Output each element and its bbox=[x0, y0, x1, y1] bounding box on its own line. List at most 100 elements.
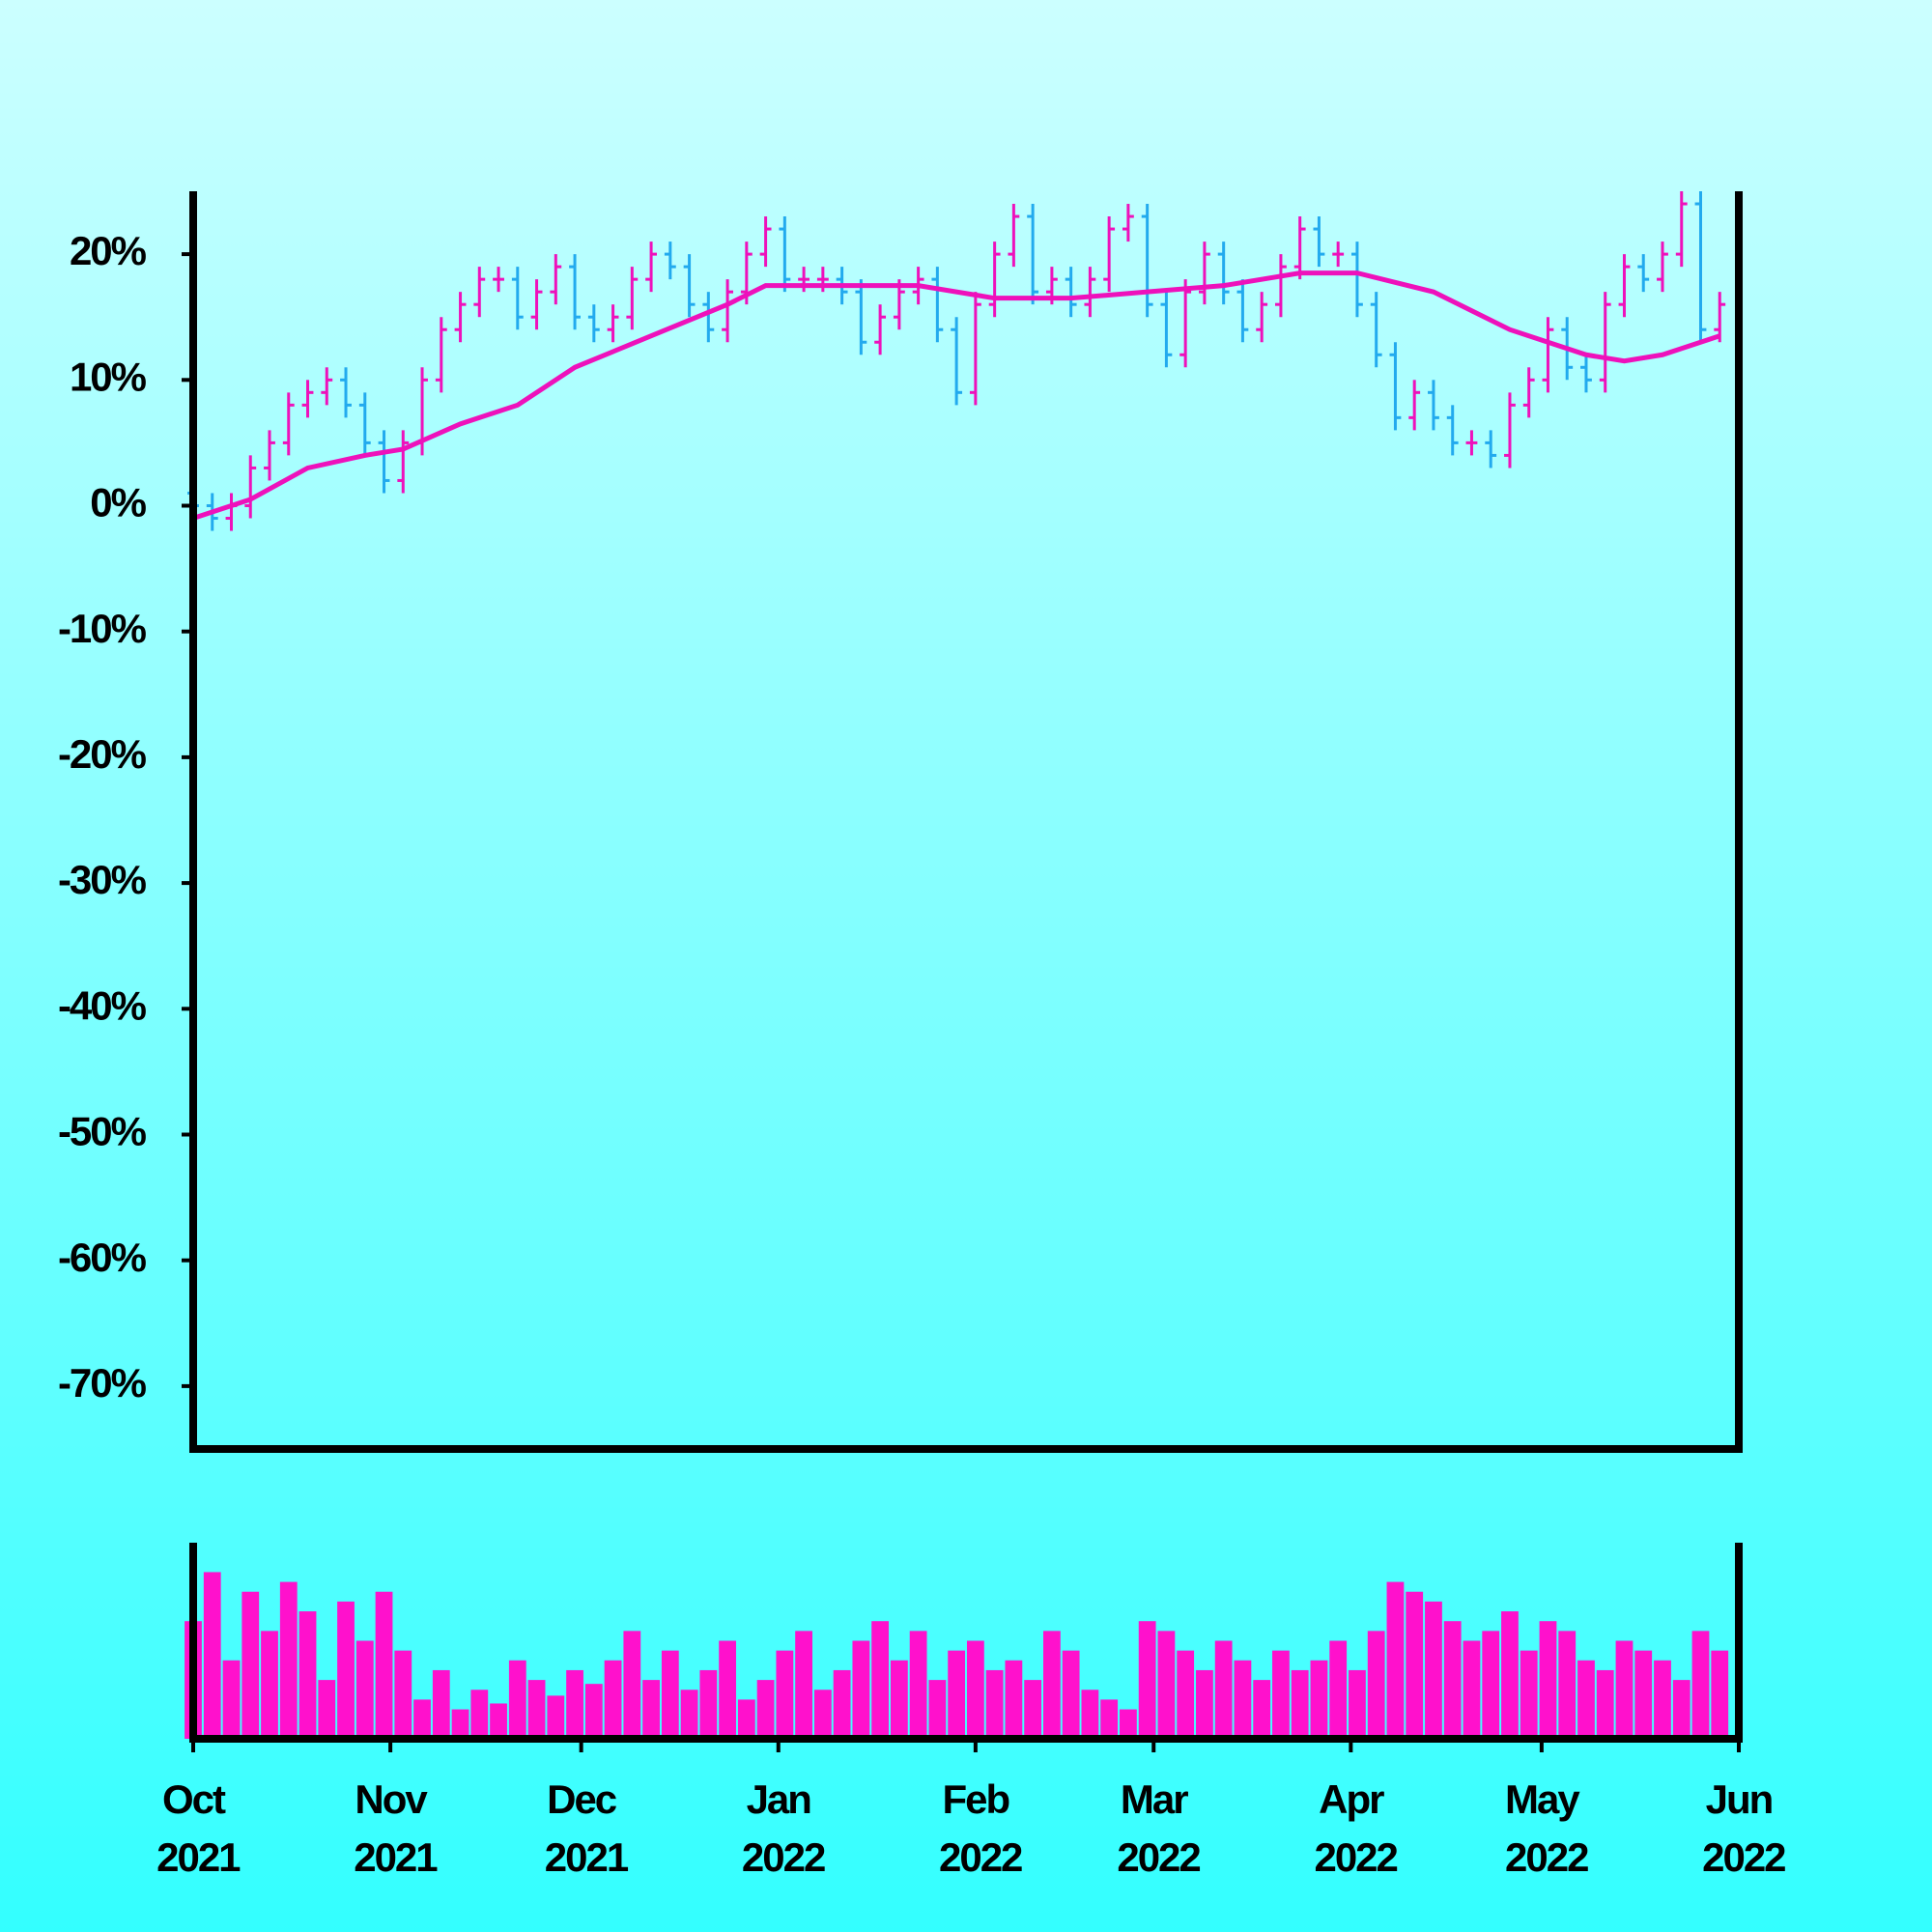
volume-bar bbox=[527, 1680, 546, 1739]
volume-bar bbox=[1310, 1660, 1328, 1739]
volume-bar bbox=[355, 1640, 374, 1739]
x-tick-label-line: Apr bbox=[1319, 1776, 1384, 1822]
volume-bar bbox=[719, 1640, 736, 1739]
volume-bar bbox=[642, 1680, 660, 1739]
y-tick-label: -50% bbox=[58, 1109, 147, 1154]
x-tick-label-line: 2021 bbox=[147, 1834, 241, 1880]
volume-bar bbox=[1654, 1660, 1671, 1739]
y-tick-label: 20% bbox=[70, 228, 147, 273]
x-tick-label-line: Jun bbox=[1706, 1776, 1773, 1822]
y-tick-label: 0% bbox=[90, 480, 146, 526]
volume-bar bbox=[928, 1680, 947, 1739]
volume-bar bbox=[1672, 1680, 1690, 1739]
volume-bar bbox=[1329, 1640, 1348, 1739]
y-tick-label: -60% bbox=[58, 1235, 147, 1280]
volume-bar bbox=[833, 1669, 851, 1739]
volume-bar bbox=[1157, 1631, 1176, 1739]
volume-bar bbox=[852, 1640, 870, 1739]
volume-bar bbox=[661, 1650, 679, 1739]
x-tick-label-line: May bbox=[1505, 1776, 1580, 1822]
volume-bar bbox=[413, 1699, 431, 1739]
volume-bar bbox=[985, 1669, 1004, 1739]
volume-bar bbox=[1081, 1690, 1099, 1739]
volume-bar bbox=[1196, 1669, 1213, 1739]
volume-bar bbox=[1234, 1660, 1252, 1739]
volume-bar bbox=[699, 1669, 718, 1739]
volume-bar bbox=[1367, 1631, 1385, 1739]
volume-bar bbox=[680, 1690, 698, 1739]
volume-bar bbox=[1634, 1650, 1653, 1739]
volume-bar bbox=[1214, 1640, 1233, 1739]
volume-bar bbox=[1501, 1611, 1519, 1739]
x-tick-label-line: 2022 bbox=[732, 1834, 825, 1880]
volume-bar bbox=[1596, 1669, 1614, 1739]
x-tick-label: Jan 2022 bbox=[732, 1776, 825, 1880]
x-tick-label: May 2022 bbox=[1495, 1776, 1588, 1880]
y-tick-label: 10% bbox=[70, 354, 147, 399]
volume-bar bbox=[1443, 1621, 1462, 1739]
volume-bar bbox=[508, 1660, 526, 1739]
x-tick-label-line: 2021 bbox=[345, 1834, 439, 1880]
x-tick-label-line: 2022 bbox=[1692, 1834, 1785, 1880]
volume-bar bbox=[813, 1690, 832, 1739]
volume-bar bbox=[737, 1699, 755, 1739]
volume-bar bbox=[490, 1703, 507, 1739]
volume-bar bbox=[318, 1680, 336, 1739]
volume-bar bbox=[1463, 1640, 1481, 1739]
volume-bar bbox=[948, 1650, 966, 1739]
y-tick-label: -20% bbox=[58, 731, 147, 777]
volume-bar bbox=[1100, 1699, 1119, 1739]
volume-bar bbox=[1291, 1669, 1309, 1739]
volume-bar bbox=[566, 1669, 583, 1739]
y-tick-label: -40% bbox=[58, 982, 147, 1028]
volume-bar bbox=[547, 1695, 565, 1739]
volume-bar bbox=[432, 1669, 450, 1739]
x-tick-label: Feb 2022 bbox=[929, 1776, 1022, 1880]
y-tick-label: -70% bbox=[58, 1360, 147, 1406]
y-tick-label: -30% bbox=[58, 857, 147, 902]
volume-bar bbox=[1043, 1631, 1061, 1739]
volume-bar bbox=[394, 1650, 412, 1739]
x-tick-label: Apr 2022 bbox=[1305, 1776, 1398, 1880]
volume-bar bbox=[337, 1601, 355, 1739]
volume-bar bbox=[1062, 1650, 1080, 1739]
volume-bar bbox=[375, 1591, 393, 1739]
y-tick-label: -10% bbox=[58, 606, 147, 651]
volume-bar bbox=[604, 1660, 622, 1739]
volume-bar bbox=[1024, 1680, 1042, 1739]
x-tick-label-line: Feb bbox=[943, 1776, 1009, 1822]
volume-bar bbox=[1482, 1631, 1500, 1739]
x-tick-label: Mar 2022 bbox=[1108, 1776, 1201, 1880]
volume-bar bbox=[298, 1611, 317, 1739]
x-tick-label-line: 2022 bbox=[1495, 1834, 1588, 1880]
volume-bar bbox=[1349, 1669, 1366, 1739]
volume-bar bbox=[795, 1631, 812, 1739]
x-tick-label-line: 2022 bbox=[1305, 1834, 1398, 1880]
volume-bar bbox=[584, 1684, 603, 1739]
x-tick-label-line: 2022 bbox=[929, 1834, 1022, 1880]
x-tick-label-line: Jan bbox=[747, 1776, 811, 1822]
volume-bar bbox=[1691, 1631, 1710, 1739]
volume-bar bbox=[261, 1631, 278, 1739]
volume-bar bbox=[1425, 1601, 1442, 1739]
volume-bar bbox=[1711, 1650, 1729, 1739]
volume-bar bbox=[451, 1709, 469, 1739]
volume-bar bbox=[1005, 1660, 1023, 1739]
x-tick-label-line: 2021 bbox=[535, 1834, 629, 1880]
volume-bar bbox=[776, 1650, 794, 1739]
volume-bar bbox=[1558, 1631, 1577, 1739]
volume-bar bbox=[1120, 1709, 1137, 1739]
x-tick-label: Dec 2021 bbox=[535, 1776, 629, 1880]
volume-bar bbox=[1253, 1680, 1271, 1739]
volume-bar bbox=[1406, 1591, 1424, 1739]
moving-average bbox=[192, 270, 1721, 521]
volume-bar bbox=[756, 1680, 775, 1739]
volume-bar bbox=[1539, 1621, 1557, 1739]
x-tick-label-line: Dec bbox=[547, 1776, 617, 1822]
volume-bar bbox=[1577, 1660, 1595, 1739]
x-tick-label-line: Nov bbox=[355, 1776, 428, 1822]
x-tick-label: Jun 2022 bbox=[1692, 1776, 1785, 1880]
